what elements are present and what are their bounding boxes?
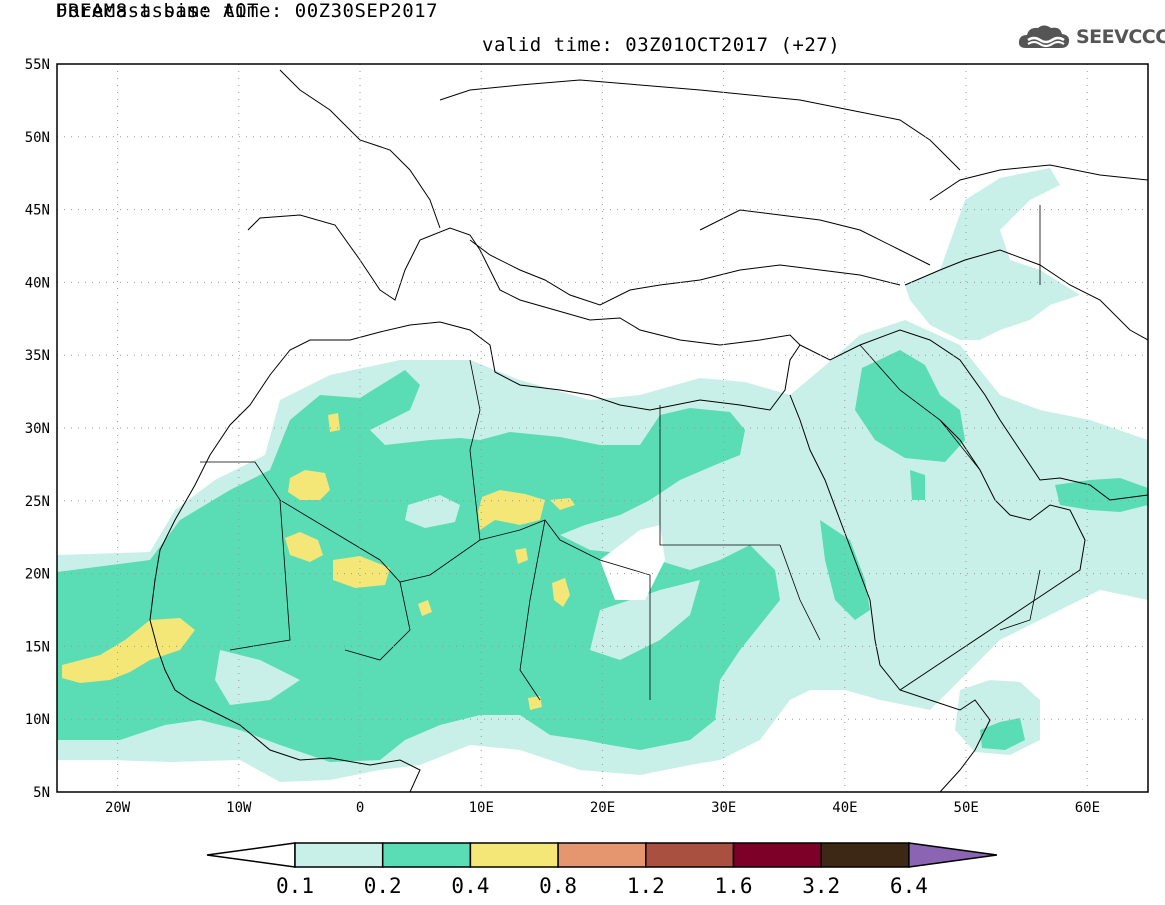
lon-label: 50E bbox=[954, 800, 979, 816]
legend-swatch bbox=[732, 842, 822, 868]
lat-label: 45N bbox=[25, 203, 50, 219]
valid-time: valid time: 03Z01OCT2017 (+27) bbox=[482, 34, 841, 56]
lon-label: 0 bbox=[356, 800, 364, 816]
lon-label: 40E bbox=[832, 800, 857, 816]
legend-level-label: 0.2 bbox=[364, 874, 402, 898]
legend-swatch bbox=[469, 842, 559, 868]
cloud-icon bbox=[1018, 25, 1070, 48]
lat-label: 20N bbox=[25, 567, 50, 583]
lat-label: 50N bbox=[25, 130, 50, 146]
legend-arrow-low bbox=[206, 842, 296, 868]
legend-level-label: 1.6 bbox=[715, 874, 753, 898]
legend-level-label: 0.8 bbox=[539, 874, 577, 898]
lon-label: 10E bbox=[469, 800, 494, 816]
lat-label: 5N bbox=[33, 785, 50, 801]
lon-label: 60E bbox=[1075, 800, 1100, 816]
lat-label: 25N bbox=[25, 494, 50, 510]
aot-field bbox=[57, 64, 1148, 792]
lon-label: 20E bbox=[590, 800, 615, 816]
lat-label: 15N bbox=[25, 639, 50, 655]
legend-swatch bbox=[645, 842, 735, 868]
aot-holes bbox=[215, 495, 700, 705]
legend-swatch bbox=[557, 842, 647, 868]
legend-swatch bbox=[820, 842, 910, 868]
country-borders bbox=[200, 205, 1041, 701]
lat-label: 30N bbox=[25, 421, 50, 437]
lat-label: 40N bbox=[25, 275, 50, 291]
legend-swatch bbox=[294, 842, 384, 868]
aot-band-0.4-0.8 bbox=[62, 413, 575, 710]
legend-level-label: 1.2 bbox=[627, 874, 665, 898]
graticule bbox=[57, 64, 1148, 792]
lat-label: 35N bbox=[25, 348, 50, 364]
legend-level-label: 0.4 bbox=[451, 874, 489, 898]
lon-label: 20W bbox=[105, 800, 131, 816]
lat-label: 55N bbox=[25, 57, 50, 73]
coastlines bbox=[149, 69, 1148, 792]
legend-level-label: 0.1 bbox=[276, 874, 314, 898]
aot-clear bbox=[600, 525, 665, 600]
logo-text: SEEVCCC bbox=[1076, 26, 1165, 48]
map-frame bbox=[56, 63, 1149, 793]
lat-label: 10N bbox=[25, 712, 50, 728]
seevccc-logo: SEEVCCC bbox=[1016, 22, 1165, 52]
lon-labels: 20W 10W 0 10E 20E 30E 40E 50E 60E bbox=[105, 800, 1100, 816]
lon-label: 30E bbox=[711, 800, 736, 816]
lat-labels: 55N 50N 45N 40N 35N 30N 25N 20N 15N 10N 5N bbox=[25, 57, 50, 801]
legend-arrow-high bbox=[908, 842, 998, 868]
legend-swatch bbox=[381, 842, 472, 868]
title-line-2: Forecast base time: 00Z30SEP2017 bbox=[56, 0, 439, 22]
lon-label: 10W bbox=[226, 800, 252, 816]
legend-level-label: 3.2 bbox=[802, 874, 840, 898]
legend-level-label: 6.4 bbox=[890, 874, 928, 898]
title-line-1: DREAM8-assim: AOT bbox=[56, 0, 259, 22]
